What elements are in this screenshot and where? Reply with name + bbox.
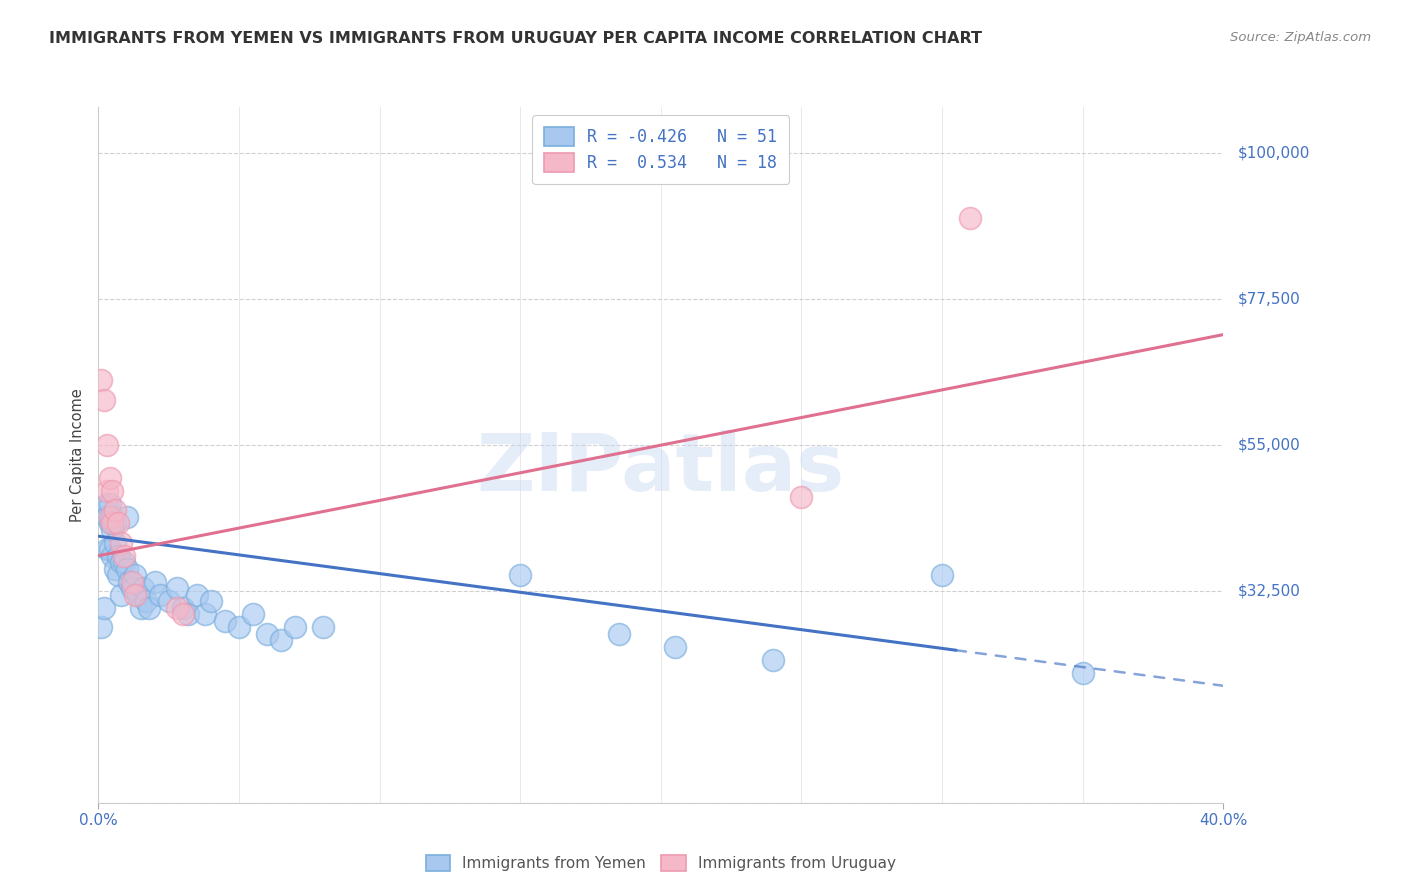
- Y-axis label: Per Capita Income: Per Capita Income: [70, 388, 86, 522]
- Point: [607, 626, 630, 640]
- Point: [118, 574, 141, 589]
- Point: [129, 600, 152, 615]
- Point: [110, 535, 132, 549]
- Point: [166, 581, 188, 595]
- Point: [107, 516, 129, 531]
- Point: [214, 614, 236, 628]
- Text: $32,500: $32,500: [1237, 584, 1301, 599]
- Point: [101, 549, 124, 563]
- Point: [172, 607, 194, 622]
- Point: [242, 607, 264, 622]
- Point: [115, 509, 138, 524]
- Point: [90, 620, 112, 634]
- Point: [664, 640, 686, 654]
- Text: $100,000: $100,000: [1237, 145, 1309, 160]
- Point: [1071, 665, 1094, 680]
- Point: [200, 594, 222, 608]
- Point: [98, 542, 121, 557]
- Point: [127, 588, 149, 602]
- Point: [104, 562, 127, 576]
- Legend: Immigrants from Yemen, Immigrants from Uruguay: Immigrants from Yemen, Immigrants from U…: [418, 847, 904, 879]
- Point: [96, 438, 118, 452]
- Point: [124, 568, 146, 582]
- Text: Source: ZipAtlas.com: Source: ZipAtlas.com: [1230, 31, 1371, 45]
- Point: [112, 555, 135, 569]
- Point: [121, 574, 143, 589]
- Point: [790, 490, 813, 504]
- Point: [101, 483, 124, 498]
- Point: [104, 535, 127, 549]
- Point: [166, 600, 188, 615]
- Point: [149, 588, 172, 602]
- Point: [101, 523, 124, 537]
- Point: [143, 574, 166, 589]
- Point: [177, 607, 200, 622]
- Point: [312, 620, 335, 634]
- Point: [98, 516, 121, 531]
- Point: [157, 594, 180, 608]
- Point: [115, 562, 138, 576]
- Point: [101, 509, 124, 524]
- Point: [104, 503, 127, 517]
- Point: [138, 600, 160, 615]
- Point: [228, 620, 250, 634]
- Point: [110, 555, 132, 569]
- Text: $77,500: $77,500: [1237, 292, 1301, 306]
- Point: [96, 542, 118, 557]
- Point: [194, 607, 217, 622]
- Point: [931, 568, 953, 582]
- Point: [256, 626, 278, 640]
- Point: [96, 483, 118, 498]
- Point: [172, 600, 194, 615]
- Point: [135, 594, 157, 608]
- Text: ZIPatlas: ZIPatlas: [477, 430, 845, 508]
- Text: IMMIGRANTS FROM YEMEN VS IMMIGRANTS FROM URUGUAY PER CAPITA INCOME CORRELATION C: IMMIGRANTS FROM YEMEN VS IMMIGRANTS FROM…: [49, 31, 983, 46]
- Point: [107, 549, 129, 563]
- Point: [96, 509, 118, 524]
- Text: $55,000: $55,000: [1237, 438, 1301, 452]
- Point: [284, 620, 307, 634]
- Point: [959, 211, 981, 225]
- Point: [110, 588, 132, 602]
- Point: [90, 373, 112, 387]
- Point: [112, 549, 135, 563]
- Point: [98, 497, 121, 511]
- Point: [104, 516, 127, 531]
- Point: [132, 581, 155, 595]
- Point: [121, 581, 143, 595]
- Point: [124, 588, 146, 602]
- Point: [270, 633, 292, 648]
- Point: [762, 653, 785, 667]
- Point: [98, 471, 121, 485]
- Point: [96, 497, 118, 511]
- Point: [509, 568, 531, 582]
- Point: [98, 509, 121, 524]
- Point: [93, 392, 115, 407]
- Point: [101, 516, 124, 531]
- Point: [107, 568, 129, 582]
- Point: [93, 600, 115, 615]
- Point: [186, 588, 208, 602]
